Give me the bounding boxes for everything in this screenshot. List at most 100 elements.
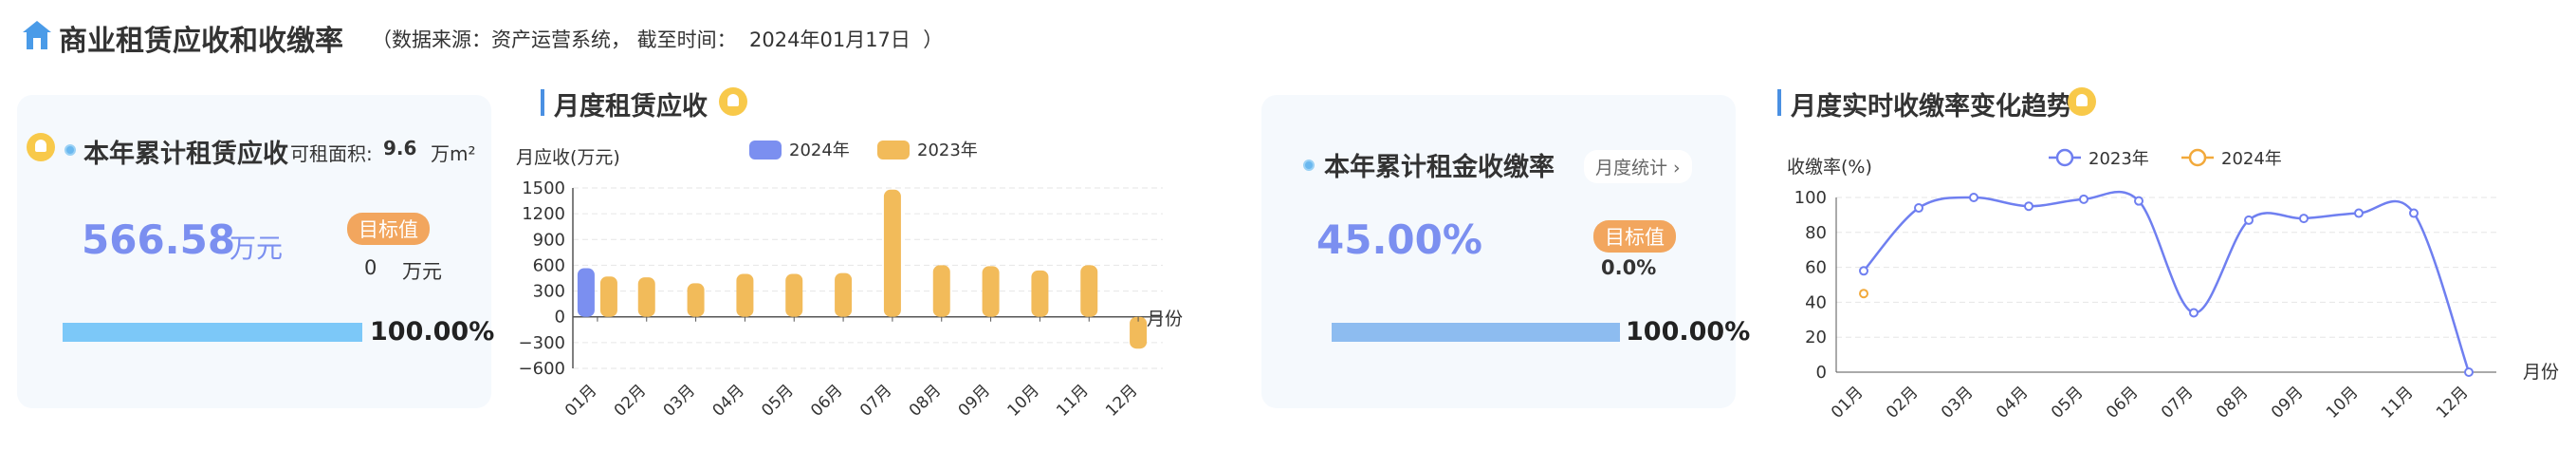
x-tick-label: 10月	[2323, 383, 2362, 422]
y-tick-label: 60	[1805, 258, 1827, 278]
data-point[interactable]	[1969, 193, 1978, 202]
bar-2023[interactable]	[1031, 270, 1049, 317]
x-tick-label: 01月	[561, 381, 600, 420]
x-tick-label: 09月	[955, 381, 994, 420]
data-point[interactable]	[2409, 208, 2419, 218]
bar-2023[interactable]	[637, 277, 655, 317]
collection-trend-chart: 收缴率(%) 月份 2023年 2024年 100 80 60 40 20 0 01月 02月…	[1787, 148, 2559, 422]
target-badge: 目标值	[347, 213, 430, 245]
legend-swatch[interactable]	[749, 141, 782, 159]
y-tick-label: 20	[1805, 328, 1827, 347]
x-tick-label: 06月	[807, 381, 846, 420]
monthly-receivable-title: 月度租赁应收	[541, 85, 708, 122]
legend-label[interactable]: 2024年	[2221, 149, 2282, 169]
y-tick-label: −600	[519, 359, 565, 379]
y-tick-label: 1200	[522, 204, 565, 224]
area-label: 可租面积:	[290, 142, 373, 165]
data-point[interactable]	[1859, 266, 1868, 276]
y-tick-label: 600	[533, 255, 565, 275]
collection-rate: 45.00%	[1316, 216, 1482, 263]
data-point[interactable]	[2244, 215, 2254, 225]
data-point[interactable]	[2299, 214, 2309, 224]
x-tick-label: 08月	[2213, 383, 2252, 422]
x-tick-label: 07月	[2158, 383, 2197, 422]
y-tick-label: 900	[533, 230, 565, 250]
receivable-label: 本年累计租赁应收	[83, 140, 288, 169]
receivable-progress-fill	[63, 323, 362, 342]
x-tick-label: 11月	[2378, 383, 2417, 422]
collection-label: 本年累计租金收缴率	[1324, 153, 1555, 182]
x-tick-label: 05月	[758, 381, 797, 420]
collection-progress-bar	[1332, 323, 1620, 342]
x-tick-label: 12月	[1102, 381, 1141, 420]
receivable-summary-card	[17, 95, 491, 408]
bar-2023[interactable]	[932, 265, 950, 317]
bar-2024[interactable]	[577, 268, 595, 317]
legend-marker[interactable]	[2188, 148, 2207, 167]
area-unit: 万m²	[431, 142, 476, 165]
bar-2023[interactable]	[883, 189, 901, 317]
bar-2023[interactable]	[835, 272, 853, 317]
x-tick-label: 02月	[611, 381, 650, 420]
target-unit: 万元	[402, 260, 442, 283]
x-tick-label: 04月	[1993, 383, 2032, 422]
receivable-progress-percent: 100.00%	[370, 317, 495, 347]
legend-label[interactable]: 2024年	[789, 141, 850, 160]
x-tick-label: 03月	[660, 381, 699, 420]
bar-2023[interactable]	[982, 266, 1000, 317]
target-value: 0.0%	[1601, 256, 1657, 279]
bar-2023[interactable]	[1080, 265, 1098, 317]
legend-marker[interactable]	[2055, 148, 2074, 167]
bar-2023[interactable]	[1130, 316, 1148, 349]
x-tick-label: 06月	[2103, 383, 2142, 422]
y-tick-label: 80	[1805, 223, 1827, 243]
bell-icon[interactable]	[2068, 87, 2096, 116]
collection-trend-title: 月度实时收缴率变化趋势	[1777, 85, 2072, 122]
y-tick-label: 300	[533, 282, 565, 302]
y-axis-label: 月应收(万元)	[516, 147, 620, 168]
collection-progress-percent: 100.00%	[1626, 317, 1751, 347]
page-title: 商业租赁应收和收缴率	[59, 25, 343, 58]
legend-swatch[interactable]	[877, 141, 910, 159]
bar-2023[interactable]	[736, 273, 754, 317]
y-tick-label: 0	[1816, 363, 1827, 383]
x-tick-label: 03月	[1938, 383, 1977, 422]
y-tick-label: 1500	[522, 178, 565, 198]
data-point[interactable]	[2134, 196, 2144, 206]
target-badge: 目标值	[1593, 220, 1676, 253]
bar-2023[interactable]	[785, 273, 803, 317]
bar-2023[interactable]	[687, 283, 705, 317]
y-tick-label: 100	[1794, 188, 1827, 208]
y-tick-label: −300	[519, 333, 565, 353]
receivable-amount-unit: 万元	[230, 233, 284, 264]
legend-label[interactable]: 2023年	[2088, 149, 2149, 169]
data-point[interactable]	[2464, 367, 2474, 377]
receivable-amount: 566.58	[82, 216, 236, 263]
x-axis-label: 月份	[2523, 362, 2559, 383]
area-value: 9.6	[383, 137, 417, 159]
legend-label[interactable]: 2023年	[917, 141, 978, 160]
monthly-stats-button[interactable]: 月度统计 ›	[1584, 150, 1692, 183]
data-point[interactable]	[2079, 194, 2088, 204]
x-tick-label: 11月	[1053, 381, 1092, 420]
data-point[interactable]	[2189, 308, 2199, 318]
bar-2023[interactable]	[599, 276, 617, 317]
x-tick-label: 07月	[856, 381, 895, 420]
data-point[interactable]	[2024, 201, 2033, 212]
collection-progress-fill	[1332, 323, 1620, 342]
x-tick-label: 02月	[1883, 383, 1922, 422]
x-tick-label: 05月	[2048, 383, 2087, 422]
radio-dot-icon	[1303, 159, 1315, 171]
x-axis-label: 月份	[1147, 309, 1183, 329]
bell-icon[interactable]	[27, 133, 55, 161]
data-point[interactable]	[1914, 203, 1923, 214]
bell-icon[interactable]	[719, 87, 747, 116]
monthly-receivable-chart: 月应收(万元) 月份 2024年 2023年 1500 1200 900 600 300 0…	[516, 141, 1183, 421]
data-point[interactable]	[1859, 289, 1868, 299]
data-point[interactable]	[2354, 208, 2364, 218]
target-value: 0	[364, 256, 377, 279]
data-source-note: （数据来源：资产运营系统， 截至时间： 2024年01月17日 ）	[372, 28, 944, 51]
x-tick-label: 10月	[1003, 381, 1042, 420]
x-tick-label: 08月	[906, 381, 945, 420]
x-tick-label: 04月	[708, 381, 747, 420]
